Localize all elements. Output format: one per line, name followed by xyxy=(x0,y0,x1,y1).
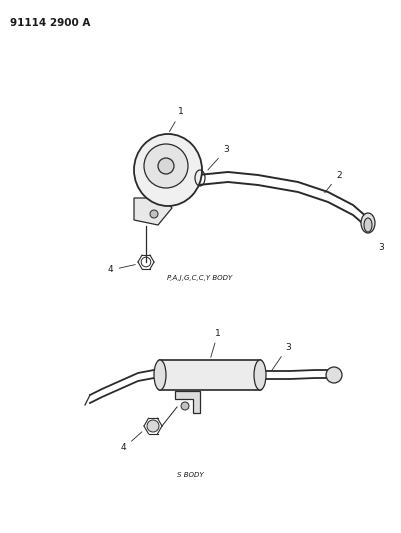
Text: S BODY: S BODY xyxy=(177,472,203,478)
Ellipse shape xyxy=(364,218,372,232)
Text: 2: 2 xyxy=(325,171,342,193)
Text: 91114 2900 A: 91114 2900 A xyxy=(10,18,90,28)
Text: 4: 4 xyxy=(121,432,142,453)
Circle shape xyxy=(181,402,189,410)
Polygon shape xyxy=(175,391,200,413)
Text: 4: 4 xyxy=(108,264,135,274)
Circle shape xyxy=(326,367,342,383)
FancyBboxPatch shape xyxy=(158,360,262,390)
Circle shape xyxy=(150,210,158,218)
Polygon shape xyxy=(134,198,172,225)
Text: 1: 1 xyxy=(169,108,184,132)
Text: 3: 3 xyxy=(378,243,384,252)
Ellipse shape xyxy=(134,134,202,206)
Ellipse shape xyxy=(154,360,166,390)
Circle shape xyxy=(158,158,174,174)
Ellipse shape xyxy=(254,360,266,390)
Circle shape xyxy=(147,420,159,432)
Text: 3: 3 xyxy=(271,343,291,371)
Text: 1: 1 xyxy=(211,328,221,357)
Text: 3: 3 xyxy=(208,146,229,170)
Ellipse shape xyxy=(361,213,375,233)
Ellipse shape xyxy=(144,144,188,188)
Text: P,A,J,G,C,C,Y BODY: P,A,J,G,C,C,Y BODY xyxy=(167,275,233,281)
